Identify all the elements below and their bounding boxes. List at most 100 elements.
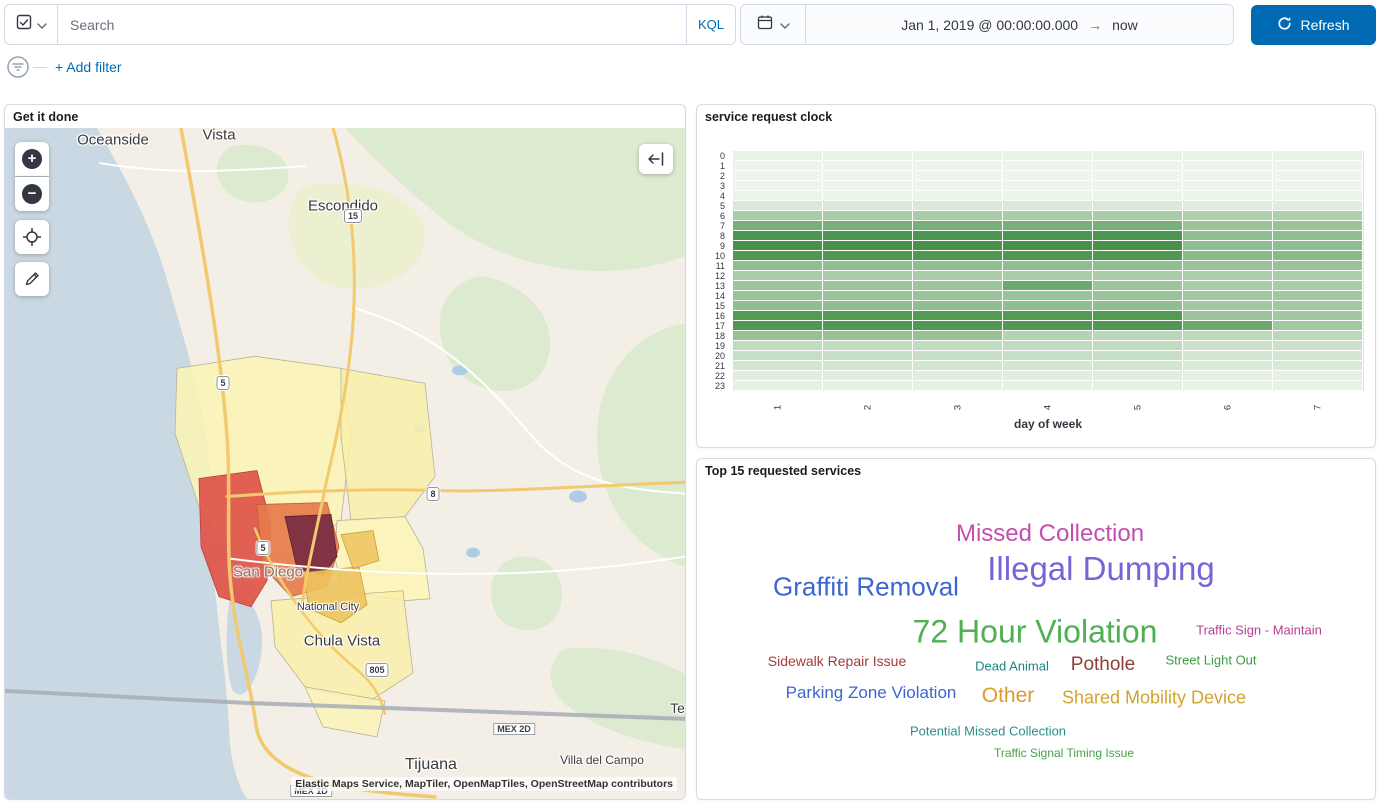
zoom-out-button[interactable]: −: [15, 177, 49, 211]
heatmap-cell[interactable]: [1183, 251, 1272, 260]
heatmap-cell[interactable]: [1183, 151, 1272, 160]
heatmap-cell[interactable]: [1093, 251, 1182, 260]
heatmap-cell[interactable]: [1093, 361, 1182, 370]
heatmap-cell[interactable]: [1273, 301, 1362, 310]
heatmap-cell[interactable]: [1183, 211, 1272, 220]
heatmap-cell[interactable]: [823, 151, 912, 160]
heatmap-cell[interactable]: [913, 311, 1002, 320]
heatmap-cell[interactable]: [1273, 161, 1362, 170]
locate-button[interactable]: [15, 220, 49, 254]
heatmap-cell[interactable]: [1183, 221, 1272, 230]
heatmap-cell[interactable]: [1273, 241, 1362, 250]
heatmap-cell[interactable]: [1003, 211, 1092, 220]
heatmap-cell[interactable]: [733, 301, 822, 310]
heatmap-cell[interactable]: [1183, 161, 1272, 170]
heatmap-cell[interactable]: [1183, 261, 1272, 270]
heatmap-cell[interactable]: [1273, 151, 1362, 160]
heatmap-cell[interactable]: [913, 261, 1002, 270]
heatmap-cell[interactable]: [1003, 191, 1092, 200]
heatmap-cell[interactable]: [913, 251, 1002, 260]
heatmap-cell[interactable]: [1093, 221, 1182, 230]
heatmap-cell[interactable]: [1183, 371, 1272, 380]
heatmap-cell[interactable]: [913, 331, 1002, 340]
heatmap-cell[interactable]: [1273, 181, 1362, 190]
heatmap-cell[interactable]: [1003, 181, 1092, 190]
heatmap-cell[interactable]: [1093, 351, 1182, 360]
heatmap-cell[interactable]: [733, 341, 822, 350]
clock-panel-title[interactable]: service request clock: [697, 105, 1375, 129]
heatmap-cell[interactable]: [823, 161, 912, 170]
tag-cloud-word[interactable]: Sidewalk Repair Issue: [768, 653, 907, 669]
heatmap-cell[interactable]: [1273, 321, 1362, 330]
heatmap-cell[interactable]: [1183, 301, 1272, 310]
heatmap-cell[interactable]: [823, 301, 912, 310]
heatmap-cell[interactable]: [1273, 351, 1362, 360]
heatmap-cell[interactable]: [1003, 321, 1092, 330]
heatmap-cell[interactable]: [1003, 151, 1092, 160]
heatmap-cell[interactable]: [1093, 381, 1182, 390]
heatmap-cell[interactable]: [1093, 291, 1182, 300]
heatmap-cell[interactable]: [1183, 311, 1272, 320]
search-input[interactable]: [58, 5, 686, 44]
heatmap-cell[interactable]: [913, 211, 1002, 220]
heatmap-cell[interactable]: [1093, 151, 1182, 160]
heatmap-cell[interactable]: [1093, 191, 1182, 200]
heatmap-cell[interactable]: [1273, 201, 1362, 210]
map-canvas[interactable]: [5, 128, 685, 799]
heatmap-cell[interactable]: [1003, 291, 1092, 300]
tag-cloud-word[interactable]: Pothole: [1071, 654, 1135, 676]
heatmap-cell[interactable]: [1093, 171, 1182, 180]
heatmap-cell[interactable]: [823, 351, 912, 360]
heatmap-cell[interactable]: [733, 181, 822, 190]
heatmap-cell[interactable]: [733, 291, 822, 300]
heatmap-cell[interactable]: [823, 171, 912, 180]
heatmap-cell[interactable]: [823, 381, 912, 390]
heatmap-cell[interactable]: [1273, 191, 1362, 200]
heatmap-cell[interactable]: [1003, 311, 1092, 320]
heatmap-cell[interactable]: [733, 251, 822, 260]
heatmap-cell[interactable]: [913, 151, 1002, 160]
heatmap-cell[interactable]: [1093, 311, 1182, 320]
heatmap-cell[interactable]: [1003, 261, 1092, 270]
query-menu-button[interactable]: [5, 5, 58, 44]
heatmap-cell[interactable]: [733, 381, 822, 390]
heatmap-cell[interactable]: [1183, 341, 1272, 350]
heatmap-cell[interactable]: [1273, 291, 1362, 300]
heatmap-cell[interactable]: [1093, 341, 1182, 350]
heatmap-cell[interactable]: [1003, 271, 1092, 280]
heatmap-cell[interactable]: [1093, 301, 1182, 310]
tag-cloud-word[interactable]: Traffic Sign - Maintain: [1196, 623, 1322, 638]
heatmap-cell[interactable]: [733, 231, 822, 240]
heatmap-cell[interactable]: [1093, 201, 1182, 210]
heatmap-cell[interactable]: [1003, 341, 1092, 350]
heatmap-cell[interactable]: [823, 221, 912, 230]
heatmap-cell[interactable]: [1183, 271, 1272, 280]
tag-cloud-word[interactable]: Illegal Dumping: [987, 550, 1214, 588]
heatmap-cell[interactable]: [1093, 331, 1182, 340]
tag-cloud-word[interactable]: Graffiti Removal: [773, 572, 959, 603]
heatmap-cell[interactable]: [733, 271, 822, 280]
heatmap-cell[interactable]: [913, 161, 1002, 170]
heatmap-cell[interactable]: [823, 271, 912, 280]
date-start[interactable]: Jan 1, 2019 @ 00:00:00.000: [901, 17, 1078, 33]
heatmap-cell[interactable]: [1003, 161, 1092, 170]
heatmap-cell[interactable]: [823, 201, 912, 210]
refresh-button[interactable]: Refresh: [1251, 5, 1376, 45]
heatmap-cell[interactable]: [1183, 231, 1272, 240]
heatmap-cell[interactable]: [823, 361, 912, 370]
heatmap-cell[interactable]: [733, 201, 822, 210]
heatmap-cell[interactable]: [913, 171, 1002, 180]
heatmap-cell[interactable]: [823, 191, 912, 200]
heatmap-cell[interactable]: [1003, 171, 1092, 180]
heatmap-cell[interactable]: [1273, 371, 1362, 380]
heatmap-cell[interactable]: [1183, 281, 1272, 290]
heatmap-cell[interactable]: [823, 181, 912, 190]
heatmap-cell[interactable]: [823, 321, 912, 330]
heatmap-cell[interactable]: [1273, 281, 1362, 290]
heatmap-cell[interactable]: [1273, 341, 1362, 350]
heatmap-cell[interactable]: [823, 251, 912, 260]
heatmap-cell[interactable]: [733, 281, 822, 290]
heatmap-cell[interactable]: [733, 191, 822, 200]
heatmap-cell[interactable]: [1183, 321, 1272, 330]
heatmap-cell[interactable]: [1273, 211, 1362, 220]
